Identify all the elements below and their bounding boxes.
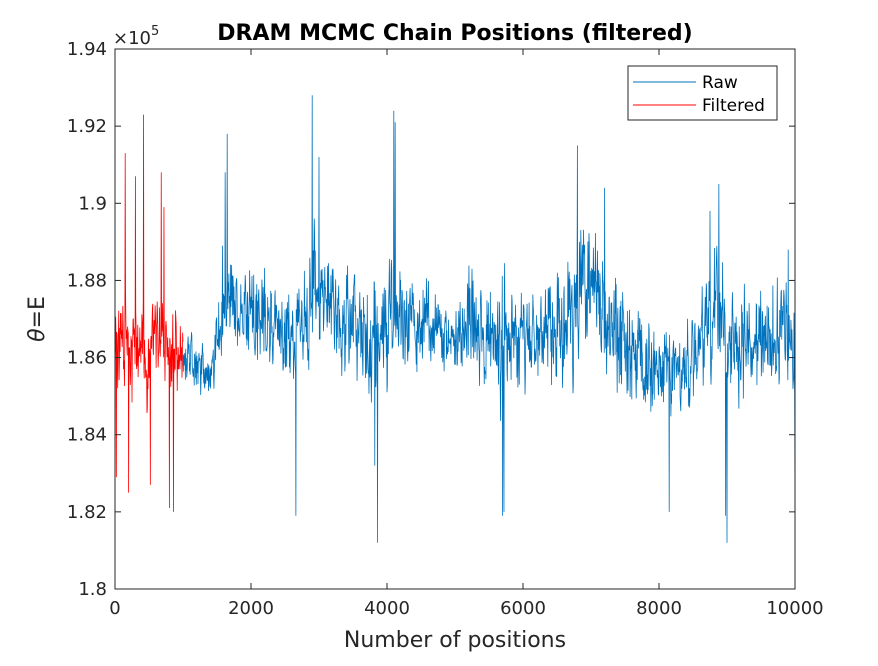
y-axis-label: θ=E <box>25 296 50 342</box>
x-tick-label: 0 <box>109 598 120 619</box>
x-axis-ticks: 0 2000 4000 6000 8000 10000 <box>109 49 824 619</box>
x-tick-label: 10000 <box>766 598 823 619</box>
legend: Raw Filtered <box>627 65 778 121</box>
series-layer <box>114 95 796 543</box>
x-tick-label: 8000 <box>636 598 682 619</box>
y-tick-label: 1.9 <box>78 193 107 214</box>
x-tick-label: 2000 <box>228 598 274 619</box>
x-tick-label: 6000 <box>500 598 546 619</box>
y-tick-label: 1.84 <box>67 425 107 446</box>
plot-area-border <box>114 48 796 590</box>
y-tick-label: 1.88 <box>67 270 107 291</box>
y-axis-label-rest: =E <box>25 296 50 328</box>
y-tick-label: 1.92 <box>67 116 107 137</box>
x-tick-label: 4000 <box>364 598 410 619</box>
exponent-power: 5 <box>151 24 159 39</box>
y-axis-label-symbol: θ <box>25 328 50 342</box>
y-axis-ticks: 1.8 1.82 1.84 1.86 1.88 1.9 1.92 1.94 <box>67 39 795 600</box>
y-tick-label: 1.8 <box>78 579 107 600</box>
legend-label-raw: Raw <box>702 73 738 93</box>
y-tick-label: 1.82 <box>67 502 107 523</box>
exponent-base: ×10 <box>113 28 151 49</box>
plot-area-background <box>115 49 795 589</box>
x-axis-label: Number of positions <box>344 628 566 653</box>
chart-title: DRAM MCMC Chain Positions (filtered) <box>217 21 692 46</box>
y-tick-label: 1.94 <box>67 39 107 60</box>
y-tick-label: 1.86 <box>67 348 107 369</box>
exponent-label: ×105 <box>113 24 159 49</box>
legend-box <box>627 65 778 121</box>
legend-label-filtered: Filtered <box>702 96 765 116</box>
series-line-raw <box>182 95 796 543</box>
series-line-filtered <box>114 114 184 512</box>
